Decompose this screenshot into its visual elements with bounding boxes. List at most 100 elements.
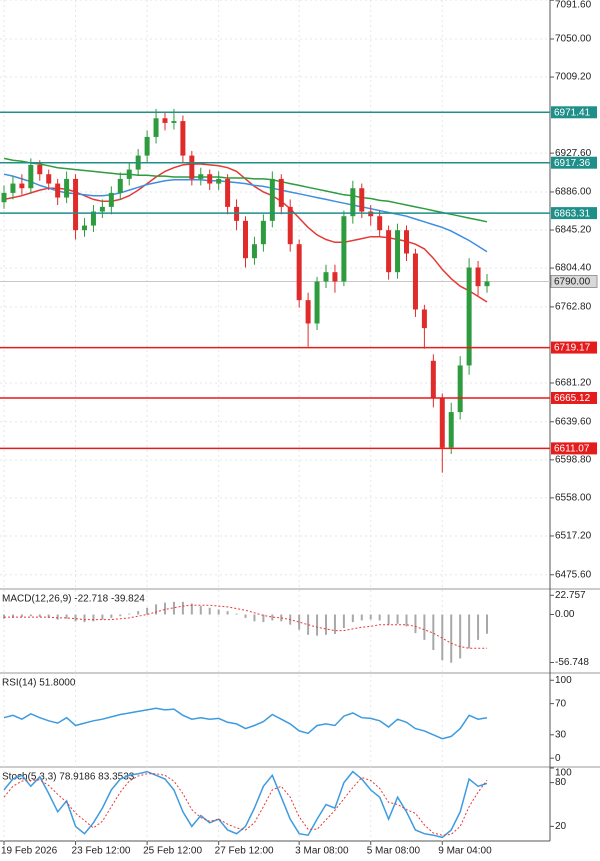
histogram-bar	[316, 614, 319, 636]
histogram-bar	[190, 603, 193, 615]
level-label-box	[551, 106, 597, 119]
histogram-bar	[110, 614, 113, 618]
candle-body	[448, 412, 454, 448]
histogram-bar	[155, 604, 158, 615]
level-label: 6917.36	[554, 158, 591, 169]
y-tick-label: -56.748	[555, 657, 589, 668]
current-price-label: 6790.00	[554, 277, 591, 288]
candle-body	[73, 178, 79, 231]
histogram-bar	[65, 614, 68, 619]
level-label: 6719.17	[554, 343, 591, 354]
level-label-box	[551, 341, 597, 354]
candle-body	[377, 216, 383, 231]
candle-body	[430, 360, 436, 399]
candle-body	[260, 220, 266, 245]
candle-body	[484, 281, 490, 287]
indicator-title: Stoch(5,3,3) 78.9186 83.3533	[2, 772, 135, 783]
histogram-bar	[387, 614, 390, 625]
level-label: 6611.07	[554, 444, 590, 455]
histogram-bar	[459, 614, 462, 659]
y-tick-label: 6598.80	[555, 454, 592, 465]
x-tick-label: 25 Feb 12:00	[143, 846, 202, 857]
histogram-bar	[38, 614, 41, 618]
histogram-bar	[119, 614, 122, 617]
candle-body	[368, 211, 374, 217]
y-tick-label: 6681.20	[555, 378, 592, 389]
candle-body	[475, 267, 481, 287]
y-tick-label: 7009.20	[555, 72, 592, 83]
y-tick-label: 22.757	[555, 590, 586, 601]
candle-body	[207, 174, 213, 184]
indicator-line	[3, 773, 488, 836]
candle-body	[153, 118, 159, 137]
histogram-bar	[253, 614, 256, 622]
candle-body	[243, 220, 248, 259]
level-label: 6971.41	[554, 107, 591, 118]
y-tick-label: 80	[555, 777, 567, 788]
candle-body	[296, 244, 302, 301]
candle-body	[55, 183, 61, 198]
y-tick-label: 100	[555, 675, 572, 686]
histogram-bar	[468, 614, 471, 649]
candle-body	[144, 136, 150, 156]
histogram-bar	[146, 607, 149, 615]
histogram-bar	[342, 614, 345, 629]
level-label-box	[551, 391, 597, 404]
histogram-bar	[164, 602, 166, 615]
candle-body	[457, 365, 463, 413]
candle-body	[37, 164, 43, 175]
histogram-bar	[11, 614, 14, 618]
indicator-line	[3, 707, 488, 740]
histogram-bar	[333, 614, 336, 634]
histogram-bar	[29, 614, 32, 617]
x-tick-label: 19 Feb 2026	[1, 846, 58, 857]
candle-body	[180, 121, 186, 156]
level-label: 6665.12	[554, 393, 591, 404]
histogram-bar	[432, 614, 435, 651]
histogram-bar	[298, 614, 301, 630]
y-tick-label: 7091.60	[555, 0, 592, 11]
histogram-bar	[74, 614, 77, 622]
y-tick-label: 6639.60	[555, 416, 592, 427]
histogram-bar	[450, 614, 453, 663]
histogram-bar	[325, 614, 327, 635]
level-label-box	[551, 156, 597, 169]
histogram-bar	[351, 614, 354, 623]
candle-body	[90, 211, 96, 226]
histogram-bar	[414, 614, 417, 634]
histogram-bar	[396, 614, 399, 624]
candle-body	[305, 300, 311, 324]
histogram-bar	[262, 614, 265, 623]
y-tick-label: 6804.40	[555, 263, 592, 274]
histogram-bar	[226, 611, 229, 615]
candle-body	[251, 244, 257, 259]
y-tick-label: 6517.20	[555, 531, 592, 542]
indicator-line	[3, 173, 488, 253]
candle-body	[350, 188, 356, 217]
x-tick-label: 27 Feb 12:00	[215, 846, 274, 857]
indicator-title: RSI(14) 51.8000	[2, 678, 76, 689]
indicator-line	[3, 770, 488, 839]
current-price-box	[550, 275, 598, 289]
y-tick-label: 20	[555, 821, 567, 832]
y-tick-label: 7050.00	[555, 34, 592, 45]
histogram-bar	[208, 607, 211, 615]
x-tick-label: 3 Mar 08:00	[295, 846, 349, 857]
candle-body	[314, 281, 320, 324]
candle-body	[395, 230, 401, 273]
candle-body	[234, 206, 240, 221]
histogram-bar	[20, 614, 23, 618]
candle-body	[332, 272, 338, 282]
candle-body	[171, 121, 177, 123]
histogram-bar	[369, 614, 372, 620]
candle-body	[126, 169, 132, 179]
candle-body	[162, 118, 168, 123]
x-tick-label: 23 Feb 12:00	[72, 846, 131, 857]
histogram-bar	[360, 614, 363, 621]
y-tick-label: 0	[555, 753, 561, 764]
y-tick-label: 6927.60	[555, 148, 592, 159]
y-tick-label: 6845.20	[555, 225, 592, 236]
candle-body	[225, 178, 231, 207]
x-tick-label: 9 Mar 04:00	[438, 846, 492, 857]
